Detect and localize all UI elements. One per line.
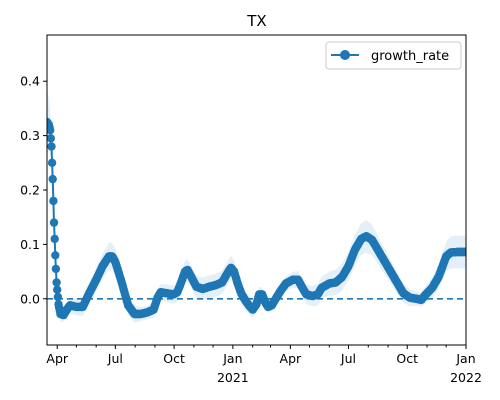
data-point-marker — [47, 126, 55, 135]
chart-title: TX — [246, 12, 266, 30]
legend-label: growth_rate — [371, 49, 449, 64]
plot-frame — [46, 34, 467, 346]
y-tick-label: 0.3 — [20, 128, 40, 143]
x-tick-label: Jul — [340, 351, 356, 366]
data-point-marker — [47, 142, 56, 151]
legend-box — [325, 41, 462, 70]
plot-area — [47, 89, 466, 323]
y-tick-label: 0.4 — [20, 74, 40, 89]
y-axis: 0.0 0.1 0.2 0.3 0.4 — [20, 74, 47, 306]
data-point-marker — [53, 292, 63, 302]
x-tick-label: Apr — [46, 351, 68, 366]
data-point-marker — [48, 174, 57, 184]
x-tick-label: Oct — [163, 351, 185, 366]
data-point-marker — [47, 158, 57, 167]
data-point-marker — [47, 134, 55, 143]
x-tick-year-label: 2021 — [217, 370, 249, 385]
x-tick-year-label: 2022 — [450, 370, 482, 385]
data-point-marker — [49, 218, 59, 227]
y-tick-label: 0.0 — [20, 291, 40, 306]
y-tick-label: 0.2 — [20, 183, 40, 198]
x-tick-label: Jan — [222, 351, 242, 366]
data-point-marker — [53, 285, 62, 294]
data-point-marker — [50, 234, 59, 244]
data-point-marker — [51, 264, 61, 274]
legend-marker-sample — [340, 50, 350, 60]
growth-rate-markers — [47, 117, 466, 320]
x-tick-label: Jul — [107, 351, 123, 366]
data-point-marker — [52, 278, 61, 287]
data-point-marker — [461, 247, 466, 257]
data-point-marker — [49, 196, 58, 206]
x-axis: Apr Jul Oct Jan 2021 Apr Jul Oct Jan 2022 — [46, 345, 482, 385]
x-tick-label: Oct — [396, 351, 418, 366]
legend: growth_rate — [325, 41, 462, 70]
data-point-marker — [51, 251, 60, 260]
x-tick-label: Apr — [280, 351, 302, 366]
y-tick-label: 0.1 — [20, 237, 40, 252]
x-tick-label: Jan — [455, 351, 475, 366]
